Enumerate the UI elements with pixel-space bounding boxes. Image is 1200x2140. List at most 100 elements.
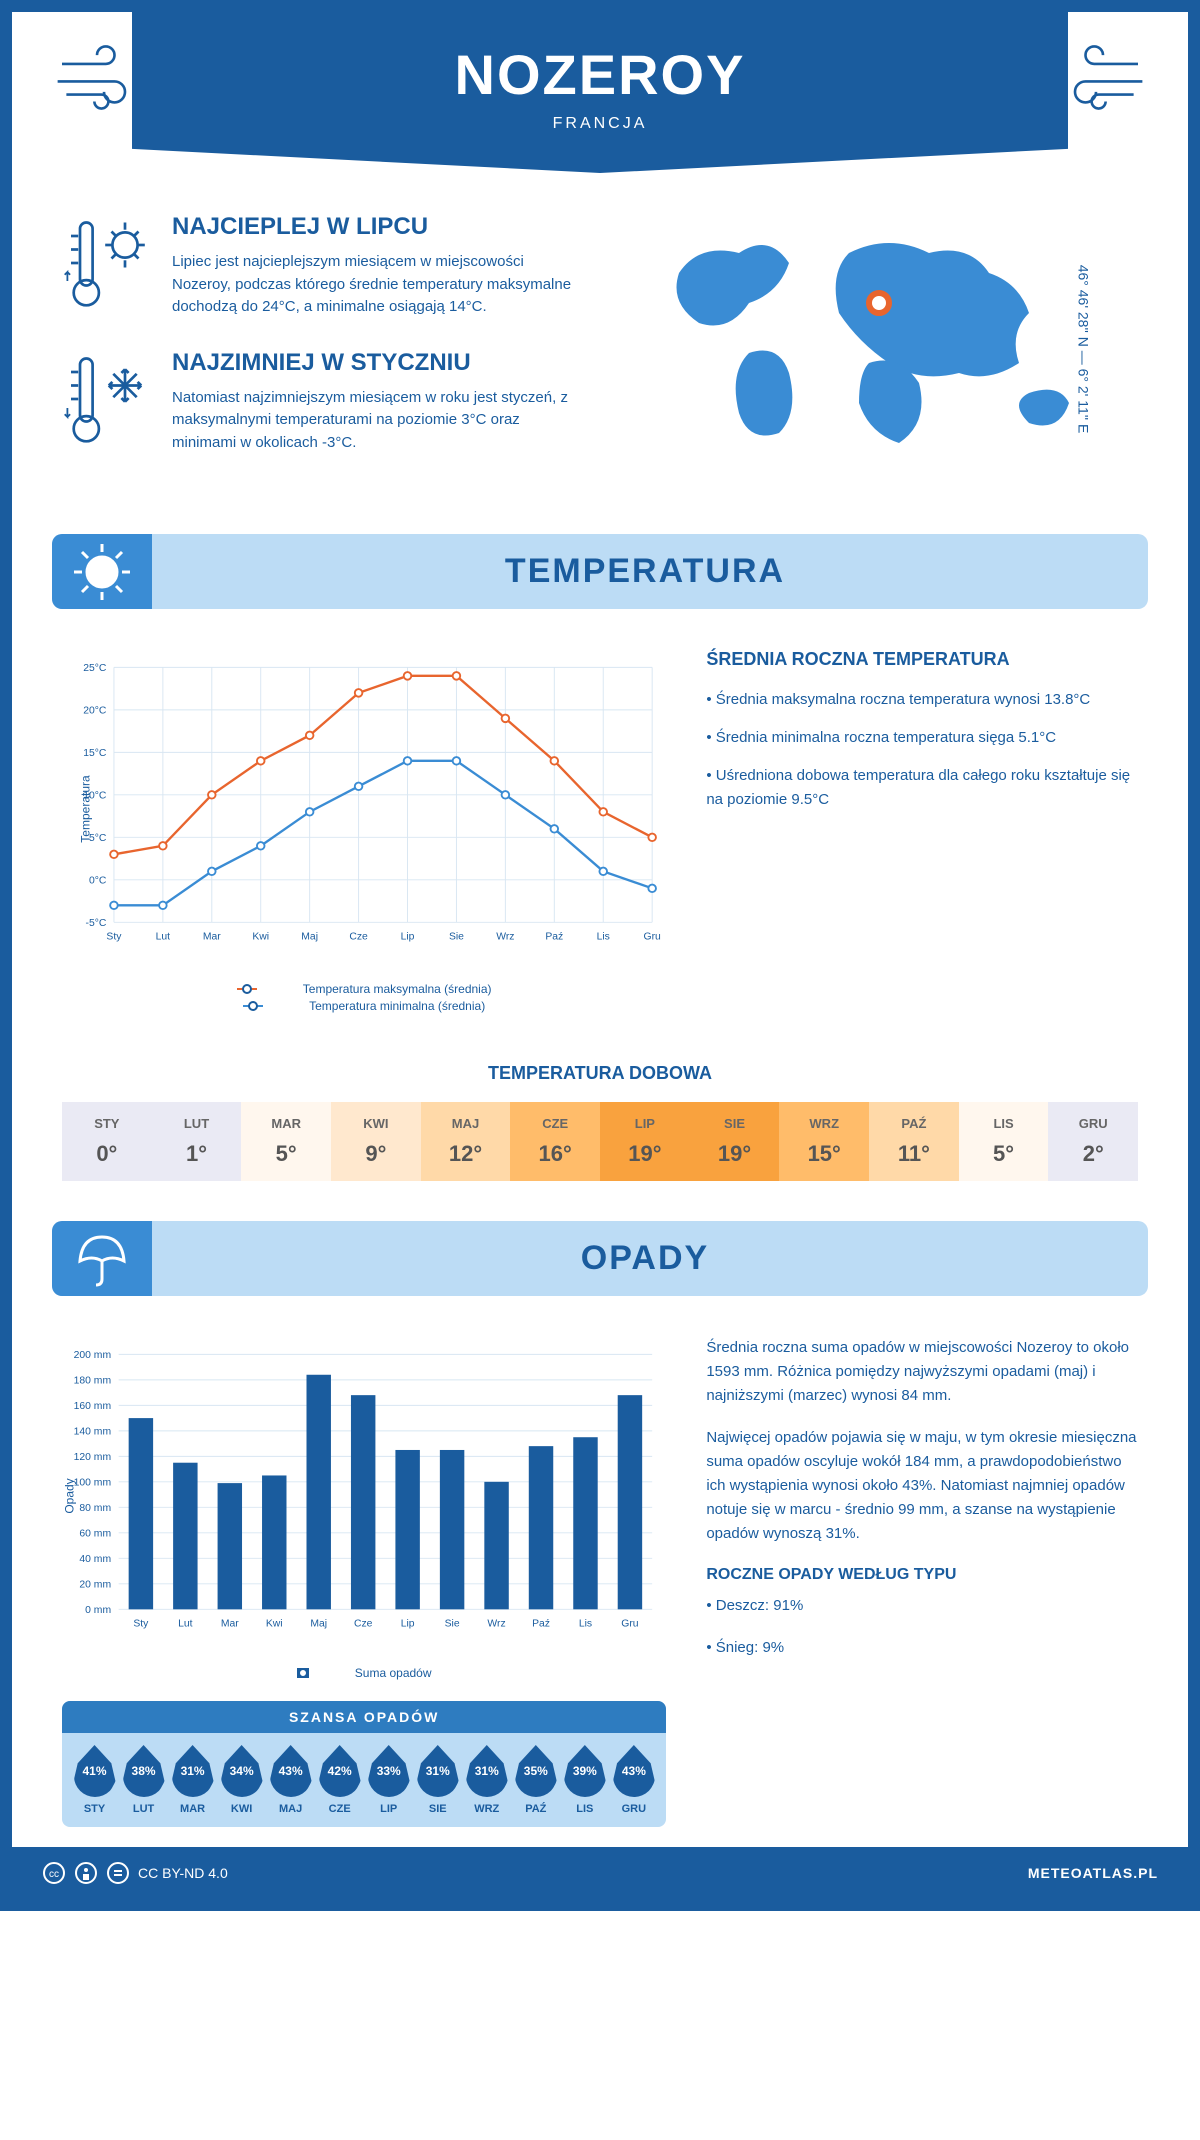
chance-title: SZANSA OPADÓW	[62, 1701, 666, 1733]
chance-drop: 43%MAJ	[266, 1745, 315, 1815]
svg-text:0 mm: 0 mm	[85, 1605, 111, 1616]
svg-text:Cze: Cze	[354, 1618, 373, 1629]
svg-text:Paź: Paź	[545, 931, 563, 942]
chance-drop: 42%CZE	[315, 1745, 364, 1815]
svg-text:Lut: Lut	[178, 1618, 193, 1629]
chance-drop: 31%WRZ	[462, 1745, 511, 1815]
coldest-text: Natomiast najzimniejszym miesiącem w rok…	[172, 387, 580, 455]
chance-drop: 35%PAŹ	[511, 1745, 560, 1815]
license-text: CC BY-ND 4.0	[138, 1865, 228, 1881]
chance-drop: 31%MAR	[168, 1745, 217, 1815]
daily-cell: GRU2°	[1048, 1102, 1138, 1181]
svg-text:Mar: Mar	[203, 931, 221, 942]
chance-drop: 39%LIS	[560, 1745, 609, 1815]
svg-text:Gru: Gru	[621, 1618, 639, 1629]
precip-type-0: • Deszcz: 91%	[706, 1594, 1138, 1618]
svg-text:15°C: 15°C	[83, 748, 107, 759]
svg-text:100 mm: 100 mm	[74, 1478, 111, 1489]
temp-chart-ylabel: Temperatura	[79, 775, 93, 842]
chance-drop: 38%LUT	[119, 1745, 168, 1815]
precip-info: Średnia roczna suma opadów w miejscowośc…	[706, 1336, 1138, 1827]
precip-type-title: ROCZNE OPADY WEDŁUG TYPU	[706, 1566, 1138, 1584]
temp-info-title: ŚREDNIA ROCZNA TEMPERATURA	[706, 649, 1138, 670]
license-block: cc CC BY-ND 4.0	[42, 1861, 228, 1885]
coordinates: 46° 46' 28'' N — 6° 2' 11'' E	[1076, 264, 1092, 433]
temp-info-point-0: • Średnia maksymalna roczna temperatura …	[706, 688, 1138, 712]
daily-cell: MAR5°	[241, 1102, 331, 1181]
svg-text:Lip: Lip	[401, 931, 415, 942]
svg-text:60 mm: 60 mm	[79, 1529, 111, 1540]
svg-text:200 mm: 200 mm	[74, 1350, 111, 1361]
svg-text:Lut: Lut	[156, 931, 171, 942]
legend-min-label: Temperatura minimalna (średnia)	[309, 999, 485, 1013]
by-icon	[74, 1861, 98, 1885]
svg-text:80 mm: 80 mm	[79, 1503, 111, 1514]
precip-text-2: Najwięcej opadów pojawia się w maju, w t…	[706, 1426, 1138, 1546]
daily-cell: STY0°	[62, 1102, 152, 1181]
daily-cell: MAJ12°	[421, 1102, 511, 1181]
legend-max-label: Temperatura maksymalna (średnia)	[303, 982, 492, 996]
chance-drop: 33%LIP	[364, 1745, 413, 1815]
sun-icon	[52, 534, 152, 609]
precip-bar-chart: Opady 0 mm20 mm40 mm60 mm80 mm100 mm120 …	[62, 1336, 666, 1656]
wind-icon-left	[52, 42, 142, 126]
country-label: FRANCJA	[152, 115, 1048, 133]
svg-text:Mar: Mar	[221, 1618, 239, 1629]
temperature-title: TEMPERATURA	[172, 552, 1118, 591]
temp-info-point-1: • Średnia minimalna roczna temperatura s…	[706, 726, 1138, 750]
daily-cell: PAŹ11°	[869, 1102, 959, 1181]
svg-text:Sty: Sty	[133, 1618, 149, 1629]
thermometer-snow-icon	[62, 349, 152, 455]
coldest-block: NAJZIMNIEJ W STYCZNIU Natomiast najzimni…	[62, 349, 580, 455]
svg-text:Lis: Lis	[579, 1618, 592, 1629]
svg-text:Sie: Sie	[449, 931, 464, 942]
daily-cell: KWI9°	[331, 1102, 421, 1181]
chance-drop: 34%KWI	[217, 1745, 266, 1815]
footer: cc CC BY-ND 4.0 METEOATLAS.PL	[12, 1847, 1188, 1899]
daily-temp-title: TEMPERATURA DOBOWA	[62, 1063, 1138, 1084]
precip-title: OPADY	[172, 1239, 1118, 1278]
svg-text:180 mm: 180 mm	[74, 1376, 111, 1387]
chance-drop: 31%SIE	[413, 1745, 462, 1815]
svg-text:160 mm: 160 mm	[74, 1401, 111, 1412]
coldest-title: NAJZIMNIEJ W STYCZNIU	[172, 349, 580, 377]
infographic-page: NOZEROY FRANCJA	[0, 0, 1200, 1911]
precip-chart-legend: Suma opadów	[62, 1666, 666, 1681]
precip-section-header: OPADY	[52, 1221, 1148, 1296]
header-banner: NOZEROY FRANCJA	[132, 12, 1068, 173]
precip-type-1: • Śnieg: 9%	[706, 1636, 1138, 1660]
svg-text:0°C: 0°C	[89, 876, 107, 887]
svg-text:Cze: Cze	[349, 931, 368, 942]
svg-text:Maj: Maj	[310, 1618, 327, 1629]
precip-text-1: Średnia roczna suma opadów w miejscowośc…	[706, 1336, 1138, 1408]
svg-text:140 mm: 140 mm	[74, 1427, 111, 1438]
temp-chart-legend: Temperatura maksymalna (średnia) Tempera…	[62, 979, 666, 1013]
svg-text:Sty: Sty	[106, 931, 122, 942]
daily-cell: LIS5°	[959, 1102, 1049, 1181]
daily-cell: LUT1°	[152, 1102, 242, 1181]
world-map	[620, 213, 1138, 473]
precip-legend-label: Suma opadów	[355, 1666, 432, 1680]
cc-icon: cc	[42, 1861, 66, 1885]
svg-text:Paź: Paź	[532, 1618, 550, 1629]
site-name: METEOATLAS.PL	[1028, 1865, 1158, 1881]
svg-text:25°C: 25°C	[83, 663, 107, 674]
nd-icon	[106, 1861, 130, 1885]
temperature-info: ŚREDNIA ROCZNA TEMPERATURA • Średnia mak…	[706, 649, 1138, 1013]
svg-text:Wrz: Wrz	[487, 1618, 505, 1629]
daily-cell: SIE19°	[690, 1102, 780, 1181]
umbrella-icon	[52, 1221, 152, 1296]
daily-cell: WRZ15°	[779, 1102, 869, 1181]
svg-text:Sie: Sie	[445, 1618, 460, 1629]
svg-text:20 mm: 20 mm	[79, 1580, 111, 1591]
svg-text:Kwi: Kwi	[266, 1618, 283, 1629]
svg-text:-5°C: -5°C	[86, 918, 107, 929]
svg-text:120 mm: 120 mm	[74, 1452, 111, 1463]
temperature-section-header: TEMPERATURA	[52, 534, 1148, 609]
intro-section: NAJCIEPLEJ W LIPCU Lipiec jest najcieple…	[12, 173, 1188, 514]
chance-drop: 41%STY	[70, 1745, 119, 1815]
daily-cell: CZE16°	[510, 1102, 600, 1181]
city-title: NOZEROY	[152, 42, 1048, 107]
precip-chance-box: SZANSA OPADÓW 41%STY38%LUT31%MAR34%KWI43…	[62, 1701, 666, 1827]
thermometer-sun-icon	[62, 213, 152, 319]
